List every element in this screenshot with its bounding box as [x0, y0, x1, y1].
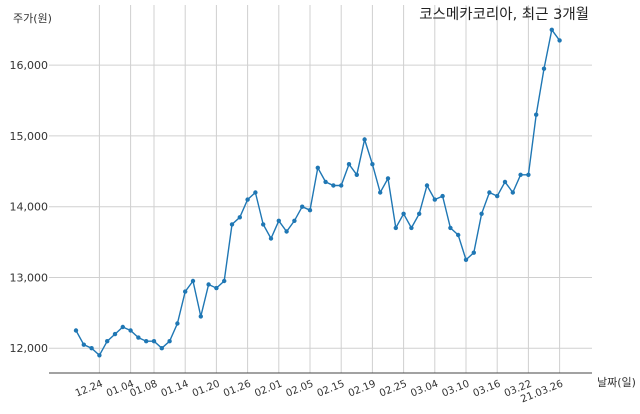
- data-point: [159, 346, 164, 351]
- data-point: [393, 225, 398, 231]
- x-tick-label: 01.26: [222, 379, 253, 400]
- x-tick-label: 01.20: [191, 379, 222, 400]
- data-point: [557, 38, 562, 43]
- data-point: [432, 197, 437, 202]
- data-point: [495, 193, 500, 199]
- y-tick-label: 15,000: [10, 130, 49, 143]
- data-point: [206, 282, 211, 287]
- data-point: [339, 183, 344, 188]
- data-point: [136, 335, 141, 340]
- price-points: [73, 27, 562, 358]
- data-point: [300, 204, 305, 209]
- data-point: [518, 172, 523, 177]
- data-point: [268, 236, 274, 241]
- data-point: [541, 66, 547, 71]
- data-point: [307, 208, 313, 213]
- data-point: [424, 183, 430, 188]
- x-axis-label: 날짜(일): [597, 375, 636, 389]
- data-point: [362, 137, 367, 142]
- data-point: [97, 353, 102, 358]
- data-point: [167, 339, 172, 344]
- x-tick-label: 03.04: [409, 379, 440, 400]
- data-point: [471, 250, 476, 255]
- data-point: [175, 321, 180, 326]
- x-tick-label: 02.01: [253, 379, 284, 400]
- data-point: [253, 190, 258, 195]
- x-tick-label: 02.15: [316, 379, 347, 400]
- data-point: [409, 225, 414, 231]
- y-tick-labels: 12,000 13,000 14,000 15,000 16,000: [10, 59, 49, 355]
- data-point: [323, 179, 328, 185]
- data-point: [144, 339, 149, 344]
- data-point: [510, 190, 515, 195]
- y-tick-label: 16,000: [10, 59, 49, 72]
- data-point: [198, 314, 203, 319]
- data-point: [81, 342, 87, 347]
- data-point: [456, 232, 461, 238]
- x-tick-label: 03.10: [440, 379, 471, 400]
- data-point: [549, 27, 554, 32]
- data-point: [401, 211, 406, 216]
- data-point: [261, 222, 266, 227]
- data-point: [534, 112, 539, 117]
- data-point: [229, 222, 235, 227]
- data-point: [440, 193, 445, 199]
- data-point: [128, 328, 133, 333]
- data-point: [284, 229, 289, 234]
- x-tick-label: 02.25: [378, 379, 409, 400]
- data-point: [479, 211, 484, 216]
- data-point: [214, 285, 219, 291]
- y-tick-label: 14,000: [10, 201, 49, 214]
- data-point: [417, 211, 422, 216]
- x-tick-label: 01.08: [128, 379, 159, 400]
- x-tick-label: 01.14: [160, 379, 191, 400]
- data-point: [315, 165, 320, 170]
- data-point: [448, 225, 453, 231]
- data-point: [237, 215, 242, 220]
- data-point: [526, 172, 531, 177]
- data-point: [183, 289, 188, 294]
- data-point: [112, 331, 118, 337]
- data-point: [385, 176, 391, 181]
- data-point: [354, 172, 359, 177]
- data-point: [331, 183, 336, 188]
- x-tick-label: 02.05: [284, 379, 315, 400]
- data-point: [222, 278, 227, 284]
- x-tick-label: 03.16: [472, 379, 503, 400]
- data-point: [487, 190, 492, 195]
- x-tick-label: 02.19: [347, 379, 378, 400]
- y-tick-label: 13,000: [10, 271, 49, 284]
- data-point: [292, 218, 297, 223]
- data-point: [276, 218, 281, 223]
- data-point: [151, 339, 157, 344]
- data-point: [89, 346, 94, 351]
- data-point: [502, 179, 508, 185]
- data-point: [370, 162, 375, 167]
- y-axis-label: 주가(원): [13, 12, 52, 25]
- data-point: [245, 197, 250, 202]
- data-point: [190, 278, 196, 284]
- data-point: [73, 328, 79, 333]
- data-point: [346, 162, 352, 167]
- data-point: [120, 324, 126, 330]
- data-point: [105, 339, 110, 344]
- x-tick-label: 12.24: [74, 379, 105, 400]
- chart-title: 코스메카코리아, 최근 3개월: [419, 6, 589, 23]
- data-point: [378, 190, 383, 195]
- data-point: [463, 257, 469, 262]
- grid: [49, 5, 592, 373]
- y-tick-label: 12,000: [10, 342, 49, 355]
- price-line: [75, 28, 561, 357]
